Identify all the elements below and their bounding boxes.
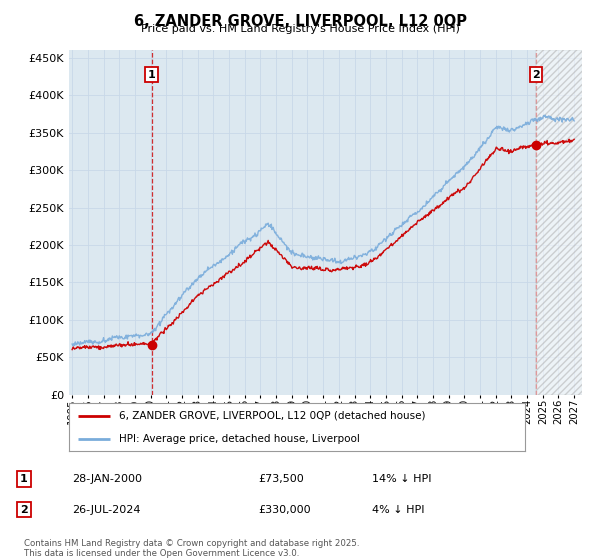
- Text: 6, ZANDER GROVE, LIVERPOOL, L12 0QP (detached house): 6, ZANDER GROVE, LIVERPOOL, L12 0QP (det…: [119, 410, 425, 421]
- Text: Price paid vs. HM Land Registry's House Price Index (HPI): Price paid vs. HM Land Registry's House …: [140, 24, 460, 34]
- Text: £330,000: £330,000: [258, 505, 311, 515]
- Text: 6, ZANDER GROVE, LIVERPOOL, L12 0QP: 6, ZANDER GROVE, LIVERPOOL, L12 0QP: [133, 14, 467, 29]
- Text: 2: 2: [20, 505, 28, 515]
- Text: 2: 2: [532, 69, 540, 80]
- Bar: [536, 50, 590, 395]
- Text: 14% ↓ HPI: 14% ↓ HPI: [372, 474, 431, 484]
- Text: 28-JAN-2000: 28-JAN-2000: [72, 474, 142, 484]
- Text: 1: 1: [148, 69, 155, 80]
- Text: HPI: Average price, detached house, Liverpool: HPI: Average price, detached house, Live…: [119, 435, 360, 445]
- Text: 1: 1: [20, 474, 28, 484]
- Text: £73,500: £73,500: [258, 474, 304, 484]
- Text: 26-JUL-2024: 26-JUL-2024: [72, 505, 140, 515]
- Text: 4% ↓ HPI: 4% ↓ HPI: [372, 505, 425, 515]
- Text: Contains HM Land Registry data © Crown copyright and database right 2025.
This d: Contains HM Land Registry data © Crown c…: [24, 539, 359, 558]
